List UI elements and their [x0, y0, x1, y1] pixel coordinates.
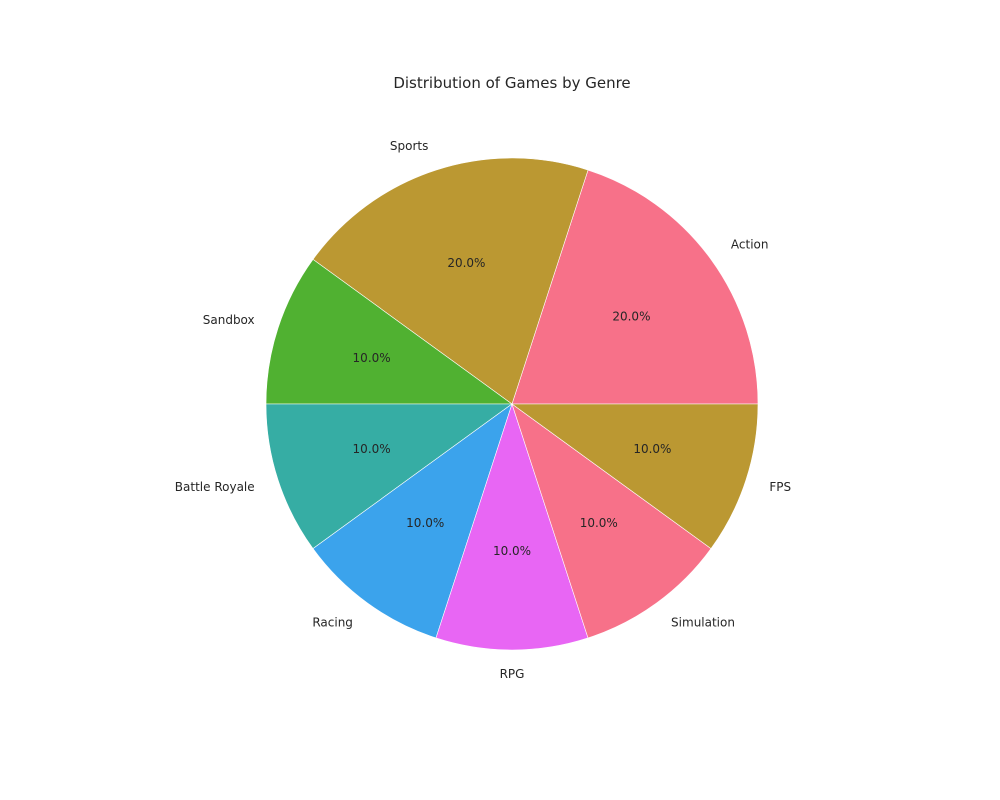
- pct-fps: 10.0%: [633, 442, 671, 456]
- pct-rpg: 10.0%: [493, 544, 531, 558]
- slice-fps: [511, 403, 759, 550]
- label-simulation: Simulation: [671, 615, 735, 629]
- chart-title: Distribution of Games by Genre: [393, 74, 630, 92]
- slice-rpg: [435, 403, 589, 651]
- label-racing: Racing: [312, 615, 353, 629]
- label-fps: FPS: [769, 480, 791, 494]
- label-sports: Sports: [390, 139, 428, 153]
- slice-action: [511, 169, 759, 405]
- label-rpg: RPG: [500, 667, 525, 681]
- pct-sports: 20.0%: [447, 256, 485, 270]
- pct-racing: 10.0%: [406, 516, 444, 530]
- label-battle-royale: Battle Royale: [175, 480, 255, 494]
- pct-battle-royale: 10.0%: [353, 442, 391, 456]
- percentage-labels: 20.0% 20.0% 10.0% 10.0% 10.0% 10.0% 10.0% 10.0%: [353, 256, 672, 558]
- label-action: Action: [731, 237, 769, 251]
- slice-sports: [312, 157, 589, 405]
- category-labels: Action Sports Sandbox Battle Royale Racing RP…: [175, 139, 791, 681]
- pct-sandbox: 10.0%: [353, 351, 391, 365]
- pct-action: 20.0%: [612, 310, 650, 324]
- pie-slices: [265, 157, 759, 651]
- slice-sandbox: [265, 258, 513, 405]
- slice-battle-royale: [265, 403, 513, 550]
- slice-racing: [312, 403, 513, 639]
- label-sandbox: Sandbox: [203, 313, 255, 327]
- slice-simulation: [511, 403, 712, 639]
- pct-simulation: 10.0%: [580, 516, 618, 530]
